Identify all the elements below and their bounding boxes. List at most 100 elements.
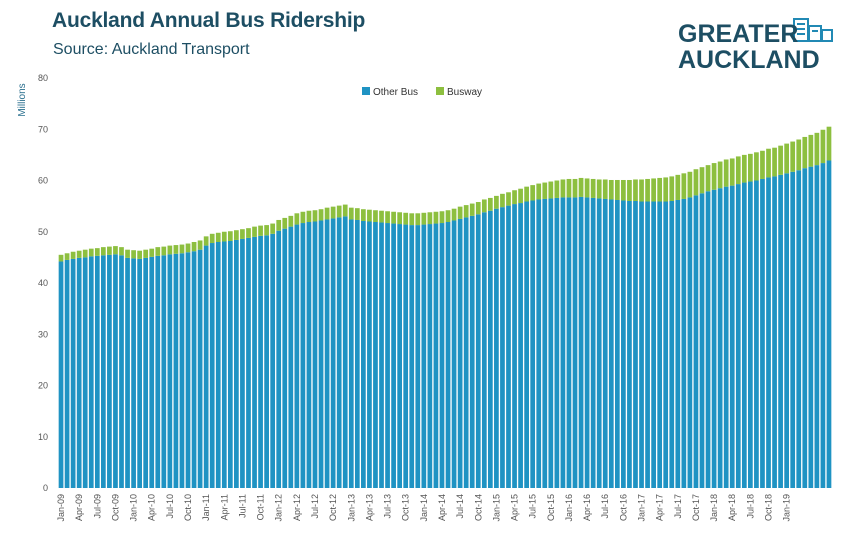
bar-other-bus [288, 226, 294, 489]
x-tick-label: Oct-14 [473, 494, 483, 521]
bar-busway [790, 141, 796, 172]
bar-other-bus [373, 222, 378, 488]
bar-busway [88, 248, 94, 257]
bar-other-bus [548, 198, 554, 488]
bar-busway [820, 129, 826, 164]
x-tick-label: Jan-13 [346, 494, 356, 522]
bar-other-bus [264, 235, 269, 488]
logo-line2: AUCKLAND [678, 46, 820, 72]
bar-other-bus [494, 208, 499, 488]
bar-other-bus [252, 236, 257, 488]
bar-other-bus [500, 207, 505, 488]
legend-swatch-other-bus [362, 87, 370, 95]
x-tick-label: Apr-12 [292, 494, 302, 521]
bar-busway [240, 229, 245, 239]
bar-busway [367, 209, 372, 222]
bar-busway [82, 249, 88, 258]
bar-other-bus [778, 174, 783, 489]
bar-other-bus [306, 222, 312, 488]
bar-busway [161, 246, 167, 256]
x-tick-label: Oct-10 [183, 494, 193, 521]
x-tick-label: Jan-14 [419, 494, 429, 522]
x-tick-label: Jan-11 [201, 494, 211, 521]
bar-other-bus [234, 239, 239, 488]
bar-busway [639, 179, 644, 202]
bar-other-bus [191, 251, 197, 488]
bar-other-bus [560, 197, 566, 488]
bar-other-bus [155, 255, 161, 488]
bar-busway [572, 178, 578, 198]
bar-busway [469, 203, 475, 216]
bar-busway [530, 185, 536, 201]
bar-busway [276, 219, 282, 231]
bar-busway [663, 177, 669, 202]
bar-other-bus [312, 221, 318, 488]
y-axis-label: Millions [17, 83, 28, 116]
bar-other-bus [318, 220, 324, 488]
bar-other-bus [675, 199, 681, 489]
bar-other-bus [403, 224, 409, 488]
bar-other-bus [348, 219, 354, 488]
bar-other-bus [167, 254, 173, 488]
bar-busway [463, 205, 469, 218]
bar-other-bus [173, 253, 179, 488]
bar-busway [421, 212, 427, 225]
bar-other-bus [113, 254, 118, 488]
bar-busway [330, 206, 336, 219]
bar-busway [361, 209, 366, 221]
bar-busway [433, 211, 439, 224]
bar-other-bus [143, 257, 149, 488]
bar-other-bus [481, 212, 487, 488]
y-axis: 0 10 20 30 40 50 60 70 80 [38, 73, 48, 493]
bar-busway [814, 132, 820, 166]
bar-busway [760, 150, 765, 179]
bar-busway [221, 231, 227, 242]
bar-busway [288, 215, 294, 227]
bar-other-bus [391, 223, 396, 489]
x-tick-label: Oct-11 [256, 494, 266, 520]
bar-other-bus [227, 240, 233, 488]
bar-other-bus [131, 258, 136, 488]
x-tick-label: Jul-10 [165, 494, 175, 519]
chart-subtitle: Source: Auckland Transport [53, 41, 250, 58]
bar-busway [693, 169, 699, 196]
bar-busway [391, 211, 396, 224]
bar-busway [439, 211, 445, 224]
bar-other-bus [735, 184, 741, 488]
x-tick-label: Apr-17 [655, 494, 665, 521]
bar-busway [518, 188, 523, 204]
bar-busway [524, 186, 529, 202]
x-tick-label: Oct-15 [546, 494, 556, 521]
bar-other-bus [385, 223, 390, 489]
bar-other-bus [693, 195, 699, 489]
bar-busway [536, 183, 542, 200]
bar-busway [167, 245, 173, 255]
bar-busway [379, 210, 384, 223]
skyline-icon [793, 18, 833, 42]
bar-other-bus [796, 170, 802, 488]
bar-busway [318, 209, 324, 221]
bar-other-bus [88, 256, 94, 488]
bar-busway [717, 161, 723, 189]
bar-other-bus [276, 230, 282, 488]
bar-busway [487, 197, 493, 211]
x-tick-label: Oct-12 [328, 494, 338, 521]
bar-other-bus [820, 163, 826, 488]
bar-other-bus [149, 256, 155, 488]
bar-busway [107, 246, 112, 255]
bar-busway [633, 179, 638, 201]
bar-busway [772, 147, 777, 177]
x-tick-label: Apr-16 [582, 494, 592, 521]
bar-other-bus [681, 198, 687, 488]
bar-other-bus [784, 173, 790, 488]
bar-busway [354, 208, 360, 220]
x-tick-label: Apr-13 [364, 494, 374, 521]
bar-busway [602, 179, 608, 199]
bar-busway [336, 205, 342, 218]
bar-busway [614, 179, 620, 200]
bar-other-bus [584, 197, 590, 488]
bar-other-bus [324, 219, 330, 488]
x-tick-label: Apr-09 [74, 494, 84, 521]
bar-busway [705, 165, 711, 192]
bar-busway [131, 250, 136, 259]
